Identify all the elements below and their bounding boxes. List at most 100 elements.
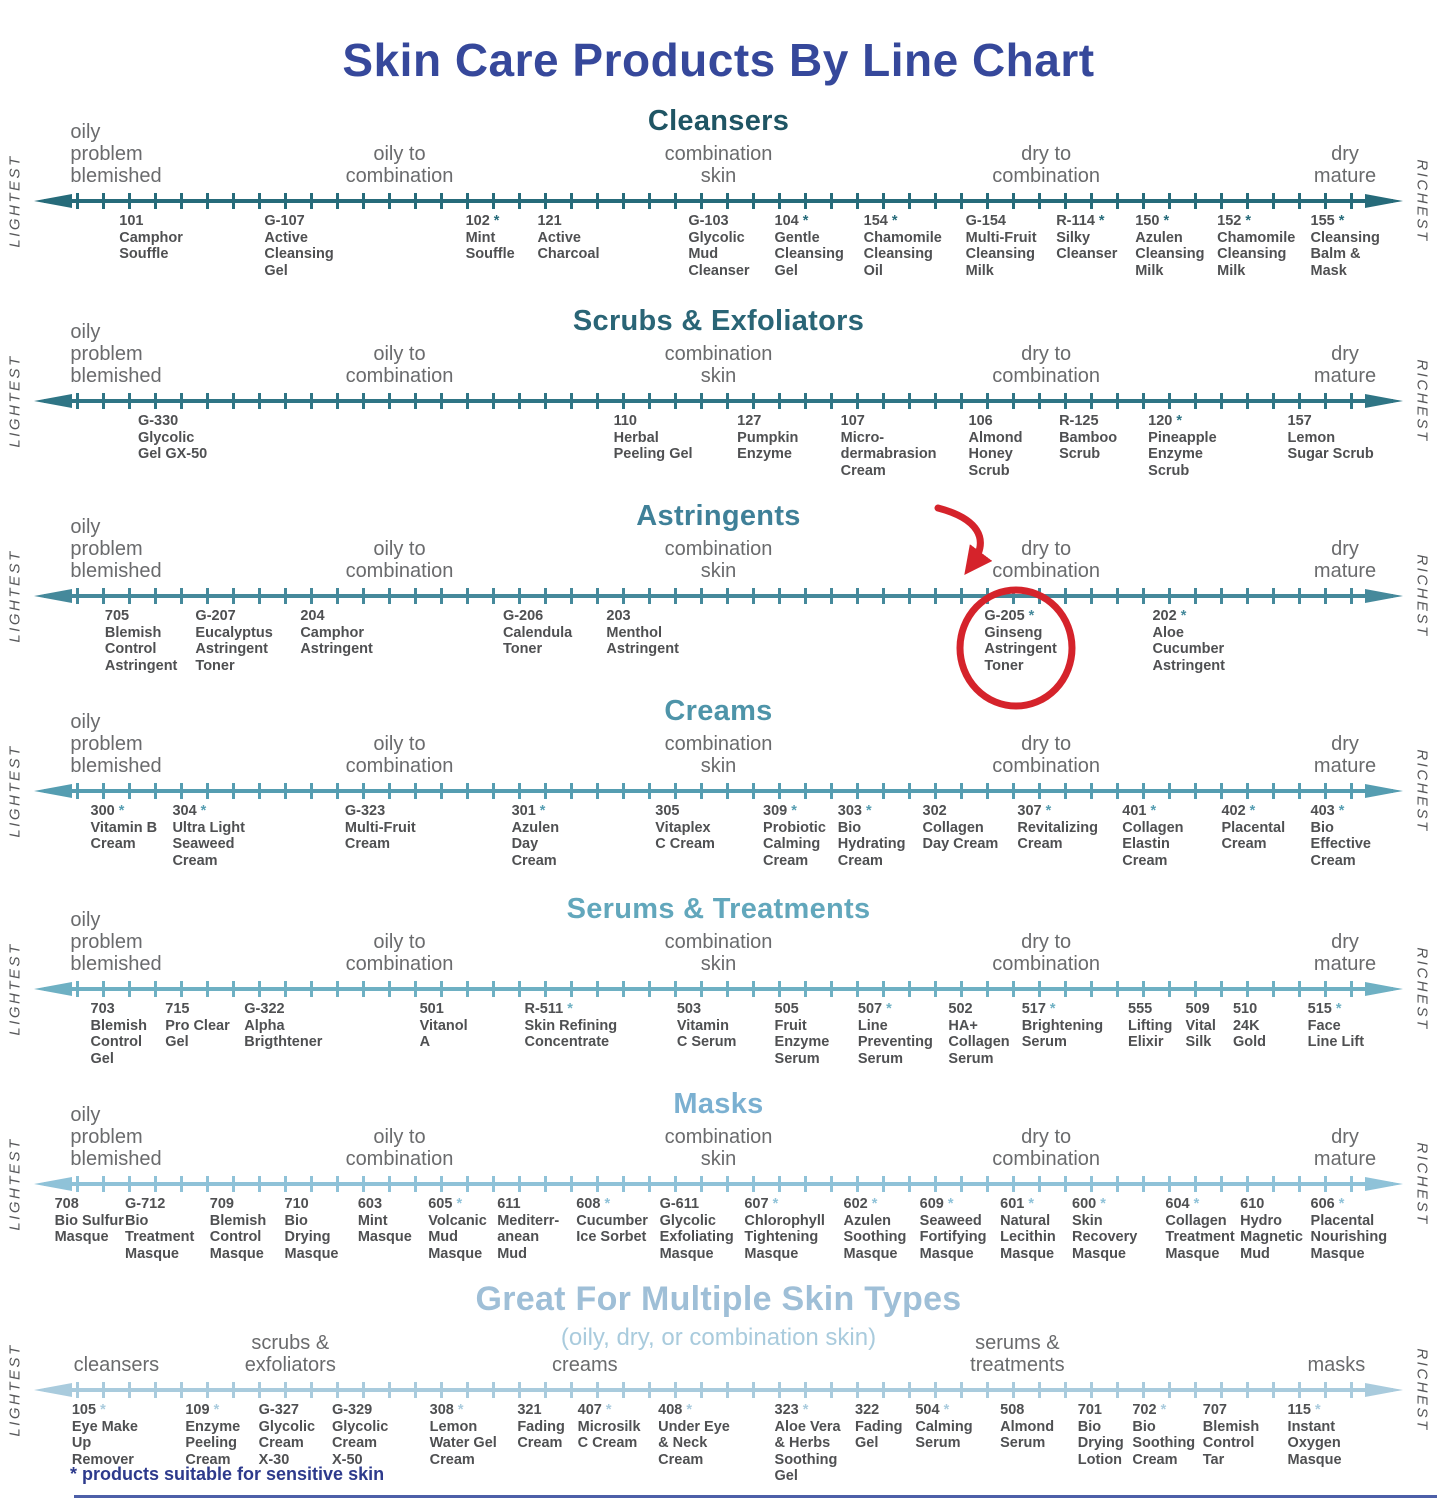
skin-type-label: combination skin	[664, 343, 773, 387]
product-code: 503	[676, 1001, 702, 1017]
product-name: Active Cleansing Gel	[264, 229, 334, 279]
product-609: 609 * Seaweed Fortifying Masque	[920, 1196, 992, 1262]
product-611: 611 Mediterr-anean Mud	[497, 1196, 563, 1262]
skin-type-label: dry to combination	[992, 931, 1101, 975]
product-name: Cleansing Balm & Mask	[1310, 229, 1380, 279]
product-name: Blemish Control Masque	[209, 1212, 267, 1262]
product-name: Vitanol A	[419, 1017, 468, 1051]
skin-type-label: oily problem blemished	[70, 516, 162, 582]
lightest-label: LIGHTEST	[6, 154, 24, 248]
product-name: Silky Cleanser	[1056, 229, 1118, 263]
product-code: 703	[90, 1001, 115, 1017]
product-502: 502 HA+ Collagen Serum	[948, 1001, 1020, 1067]
product-515: 515 * Face Line Lift	[1308, 1001, 1370, 1051]
lightest-label: LIGHTEST	[6, 1343, 24, 1437]
product-104: 104 * Gentle Cleansing Gel	[775, 213, 849, 279]
product-name: Bio Effective Cream	[1310, 819, 1371, 869]
product-code: 322	[855, 1402, 880, 1418]
product-507: 507 * Line Preventing Serum	[858, 1001, 942, 1067]
product-name: Ginseng Astringent Toner	[984, 624, 1057, 674]
product-name: Blemish Control Gel	[90, 1017, 147, 1067]
product-name: Pro Clear Gel	[165, 1017, 230, 1051]
product-code: 602 *	[843, 1196, 878, 1212]
section-heading-astringents: Astringents	[636, 500, 801, 532]
product-G-154: G-154 Multi-Fruit Cleansing Milk	[966, 213, 1048, 279]
axis-ticks	[76, 981, 1361, 997]
product-152: 152 * Chamomile Cleansing Milk	[1217, 213, 1299, 279]
product-code: 705	[104, 608, 130, 624]
product-name: Blemish Control Tar	[1202, 1418, 1260, 1468]
product-code: 102 *	[465, 213, 500, 229]
product-name: Enzyme Peeling Cream	[185, 1418, 241, 1468]
axis-serums-treatments	[34, 981, 1403, 997]
product-name: Glycolic Mud Cleanser	[688, 229, 750, 279]
richest-label: RICHEST	[1413, 359, 1431, 443]
skin-type-label: scrubs & exfoliators	[244, 1332, 336, 1376]
product-G-205: G-205 * Ginseng Astringent Toner	[984, 608, 1062, 674]
product-code: 110	[613, 413, 637, 429]
product-name: Calendula Toner	[502, 624, 573, 658]
product-name: Almond Serum	[1000, 1418, 1055, 1452]
product-code: G-207	[195, 608, 236, 624]
section-serums-treatments: Serums & Treatments oily problem blemished o…	[0, 893, 1437, 1088]
sensitive-star: *	[1334, 1196, 1345, 1212]
skin-type-label: creams	[552, 1354, 618, 1376]
product-code: 121	[537, 213, 562, 229]
skin-type-label: dry mature	[1313, 538, 1377, 582]
product-name: Pineapple Enzyme Scrub	[1148, 429, 1217, 479]
product-code: 109 *	[185, 1402, 220, 1418]
product-code: 610	[1240, 1196, 1265, 1212]
product-name: Collagen Treatment Masque	[1165, 1212, 1235, 1262]
richest-label: RICHEST	[1413, 159, 1431, 243]
product-name: Volcanic Mud Masque	[428, 1212, 487, 1262]
sensitive-star: *	[1096, 1196, 1106, 1212]
product-509: 509 Vital Silk	[1186, 1001, 1232, 1051]
product-name: Skin Refining Concentrate	[524, 1017, 618, 1051]
richest-label: RICHEST	[1413, 1142, 1431, 1226]
product-code: 600 *	[1072, 1196, 1106, 1212]
product-name: Chlorophyll Tightening Masque	[744, 1212, 825, 1262]
product-code: 505	[774, 1001, 799, 1017]
product-code: 517 *	[1021, 1001, 1056, 1017]
product-300: 300 * Vitamin B Cream	[91, 803, 173, 853]
skin-type-label: dry to combination	[992, 1126, 1101, 1170]
product-702: 702 * Bio Soothing Cream	[1132, 1402, 1198, 1468]
product-code: 323 *	[774, 1402, 809, 1418]
richest-label: RICHEST	[1413, 1348, 1431, 1432]
product-code: G-107	[264, 213, 305, 229]
axis-ticks	[76, 193, 1361, 209]
product-name: 24K Gold	[1232, 1017, 1266, 1051]
product-name: Bio Drying Lotion	[1077, 1418, 1124, 1468]
product-307: 307 * Revitalizing Cream	[1017, 803, 1109, 853]
product-602: 602 * Azulen Soothing Masque	[844, 1196, 912, 1262]
product-name: Vitamin B Cream	[90, 819, 158, 853]
sensitive-star: *	[489, 213, 500, 229]
product-code: 603	[357, 1196, 383, 1212]
section-astringents: Astringents oily problem blemished oily to co…	[0, 500, 1437, 710]
lightest-label: LIGHTEST	[6, 354, 24, 448]
product-code: 710	[284, 1196, 309, 1212]
product-name: Microsilk C Cream	[577, 1418, 641, 1452]
sensitive-star: *	[861, 803, 872, 819]
product-305: 305 Vitaplex C Cream	[655, 803, 723, 853]
product-name: Vitamin C Serum	[676, 1017, 737, 1051]
product-G-611: G-611 Glycolic Exfoliating Masque	[660, 1196, 738, 1262]
product-name: Ultra Light Seaweed Cream	[172, 819, 245, 869]
product-408: 408 * Under Eye & Neck Cream	[658, 1402, 730, 1468]
product-608: 608 * Cucumber Ice Sorbet	[576, 1196, 652, 1246]
product-name: Calming Serum	[915, 1418, 973, 1452]
skin-type-label: oily problem blemished	[70, 1104, 162, 1170]
section-heading-great-for-multiple-skin-types: Great For Multiple Skin Types	[475, 1280, 962, 1318]
product-code: 502	[948, 1001, 973, 1017]
product-701: 701 Bio Drying Lotion	[1078, 1402, 1130, 1468]
product-code: 106	[968, 413, 993, 429]
product-code: 515 *	[1307, 1001, 1342, 1017]
product-name: Revitalizing Cream	[1017, 819, 1098, 853]
skin-type-label: oily to combination	[345, 343, 454, 387]
product-R-125: R-125 Bamboo Scrub	[1059, 413, 1125, 463]
product-107: 107 Micro-dermabrasion Cream	[841, 413, 953, 479]
product-code: 303 *	[837, 803, 872, 819]
skin-type-label: dry to combination	[992, 733, 1101, 777]
product-name: Bio Soothing Cream	[1132, 1418, 1196, 1468]
skin-type-label: dry mature	[1313, 343, 1377, 387]
